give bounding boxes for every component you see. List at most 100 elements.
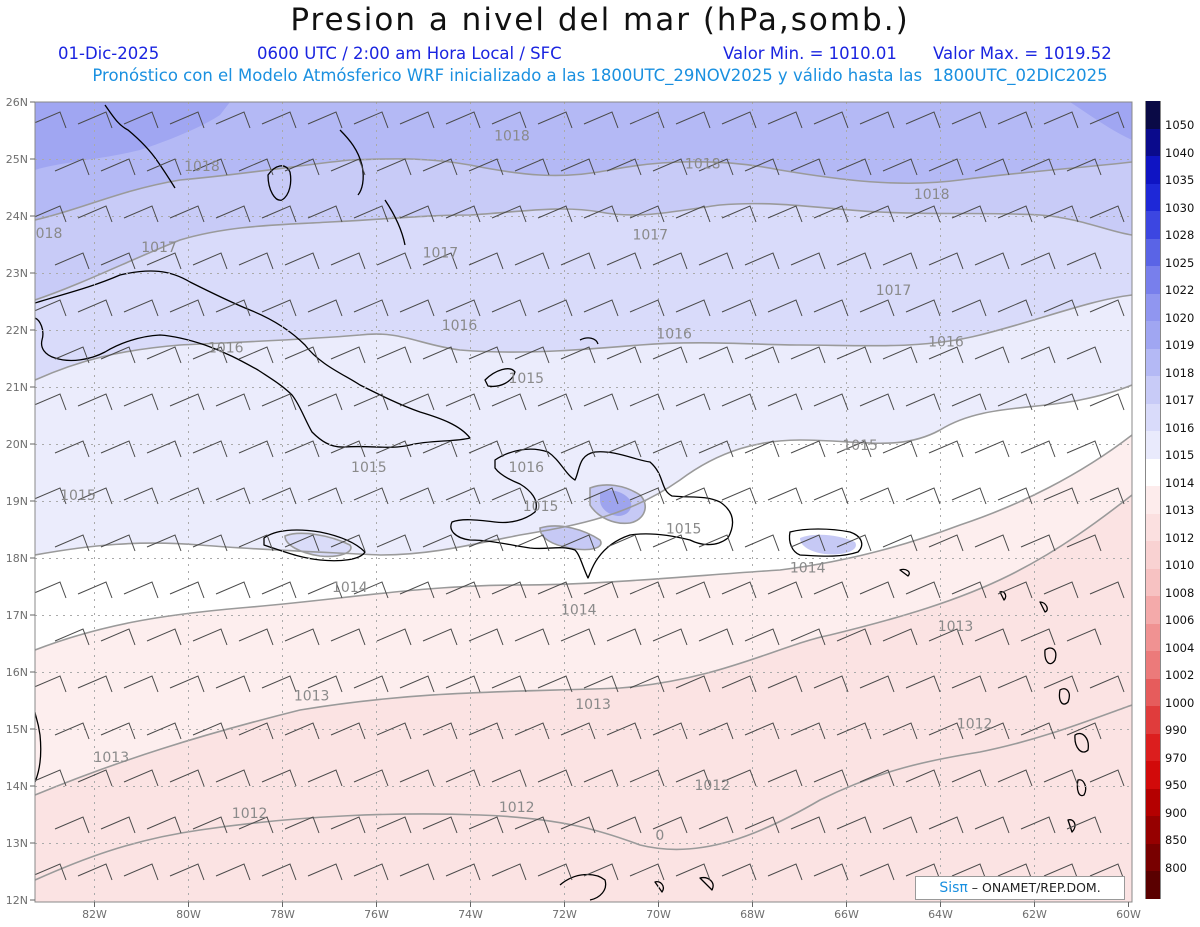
wind-barb — [606, 628, 642, 646]
isobar-label: 1016 — [508, 460, 544, 476]
wind-barb — [560, 816, 596, 834]
wind-barb — [767, 299, 803, 317]
wind-barb — [376, 158, 412, 176]
legend-label: 1017 — [1165, 393, 1195, 407]
coast-puertorico — [788, 528, 863, 557]
wind-barb — [445, 487, 481, 505]
wind-barb — [652, 534, 688, 552]
wind-barb — [606, 722, 642, 740]
wind-barb — [1089, 487, 1125, 505]
wind-barb — [951, 487, 987, 505]
legend-label: 1006 — [1165, 613, 1195, 627]
wind-barb — [905, 487, 941, 505]
wind-barb — [514, 628, 550, 646]
wind-barb — [100, 346, 136, 364]
wind-barb — [307, 111, 343, 129]
wind-barb — [307, 299, 343, 317]
isobar-label: 1016 — [928, 335, 964, 351]
wind-barb — [1089, 111, 1125, 129]
wind-barb — [721, 299, 757, 317]
wind-barb — [1066, 816, 1102, 834]
wind-barb — [537, 769, 573, 787]
wind-barb — [491, 675, 527, 693]
wind-barb — [238, 158, 274, 176]
wind-barb — [261, 299, 297, 317]
wind-barb — [445, 205, 481, 223]
wind-barb — [836, 628, 872, 646]
wind-barb — [951, 769, 987, 787]
wind-barb — [997, 205, 1033, 223]
min-value: Valor Min. = 1010.01 — [723, 44, 897, 63]
legend-label: 1014 — [1165, 475, 1195, 490]
wind-barb — [1043, 487, 1079, 505]
wind-barb — [744, 628, 780, 646]
isobar-label: 1017 — [876, 283, 912, 299]
credit-box: Sisπ – ONAMET/REP.DOM. — [915, 876, 1125, 900]
wind-barb — [307, 863, 343, 881]
wind-barb — [491, 581, 527, 599]
wind-barb — [997, 863, 1033, 881]
legend-label: 1050 — [1165, 118, 1195, 132]
isobar-label: 1014 — [790, 561, 826, 577]
wind-barb — [744, 346, 780, 364]
wind-barb — [928, 346, 964, 364]
legend-label: 900 — [1165, 805, 1187, 820]
wind-barb — [192, 252, 228, 270]
legend-row: 1018 — [1145, 348, 1197, 380]
legend-swatch — [1145, 843, 1161, 871]
wind-barb — [1089, 205, 1125, 223]
legend-label: 800 — [1165, 860, 1187, 875]
wind-barb — [675, 299, 711, 317]
legend-row: 1035 — [1145, 156, 1197, 187]
wind-barb — [169, 299, 205, 317]
wind-barb — [77, 487, 113, 505]
wind-barb — [146, 722, 182, 740]
wind-barb — [1043, 393, 1079, 411]
lat-tick-label: 15N — [6, 723, 28, 736]
legend-row: 1020 — [1145, 293, 1197, 325]
wind-barb — [1089, 393, 1125, 411]
wind-barb — [100, 534, 136, 552]
wind-barb — [1089, 299, 1125, 317]
legend-row: 1015 — [1145, 431, 1197, 462]
wind-barb — [376, 346, 412, 364]
legend-row: 1025 — [1145, 238, 1197, 270]
wind-barb — [77, 393, 113, 411]
wind-barb — [54, 346, 90, 364]
wind-barb — [859, 769, 895, 787]
wind-barb — [882, 252, 918, 270]
legend-swatch — [1145, 678, 1161, 706]
wind-barb — [1089, 675, 1125, 693]
legend-label: 950 — [1165, 778, 1187, 792]
wind-barb — [560, 534, 596, 552]
wind-barb — [123, 487, 159, 505]
isobar-label: 1012 — [694, 778, 730, 794]
coast-andros — [267, 165, 292, 201]
wind-barb — [284, 346, 320, 364]
wind-barb — [583, 487, 619, 505]
wind-barb — [146, 158, 182, 176]
wind-barb — [997, 299, 1033, 317]
lat-tick-label: 17N — [6, 609, 28, 622]
legend-swatch — [1145, 623, 1161, 651]
lat-tick-label: 21N — [6, 381, 28, 394]
pressure-legend: 1050 1040 1035 1030 1028 1025 1022 1020 1019 1018… — [1145, 101, 1197, 899]
legend-label: 1020 — [1165, 310, 1195, 325]
wind-barb — [330, 346, 366, 364]
wind-barb — [997, 675, 1033, 693]
wind-barb — [261, 581, 297, 599]
legend-label: 1022 — [1165, 283, 1195, 297]
wind-barb — [445, 769, 481, 787]
band-1019-b — [1070, 102, 1132, 140]
wind-barb — [422, 440, 458, 458]
legend-row — [1145, 871, 1197, 899]
legend-swatch — [1145, 733, 1161, 761]
wind-barb — [514, 534, 550, 552]
wind-barb — [744, 158, 780, 176]
wind-barb — [859, 393, 895, 411]
wind-barb — [790, 440, 826, 458]
wind-barb — [100, 722, 136, 740]
legend-swatch — [1145, 458, 1161, 486]
wind-barb — [905, 769, 941, 787]
wind-barb — [583, 111, 619, 129]
